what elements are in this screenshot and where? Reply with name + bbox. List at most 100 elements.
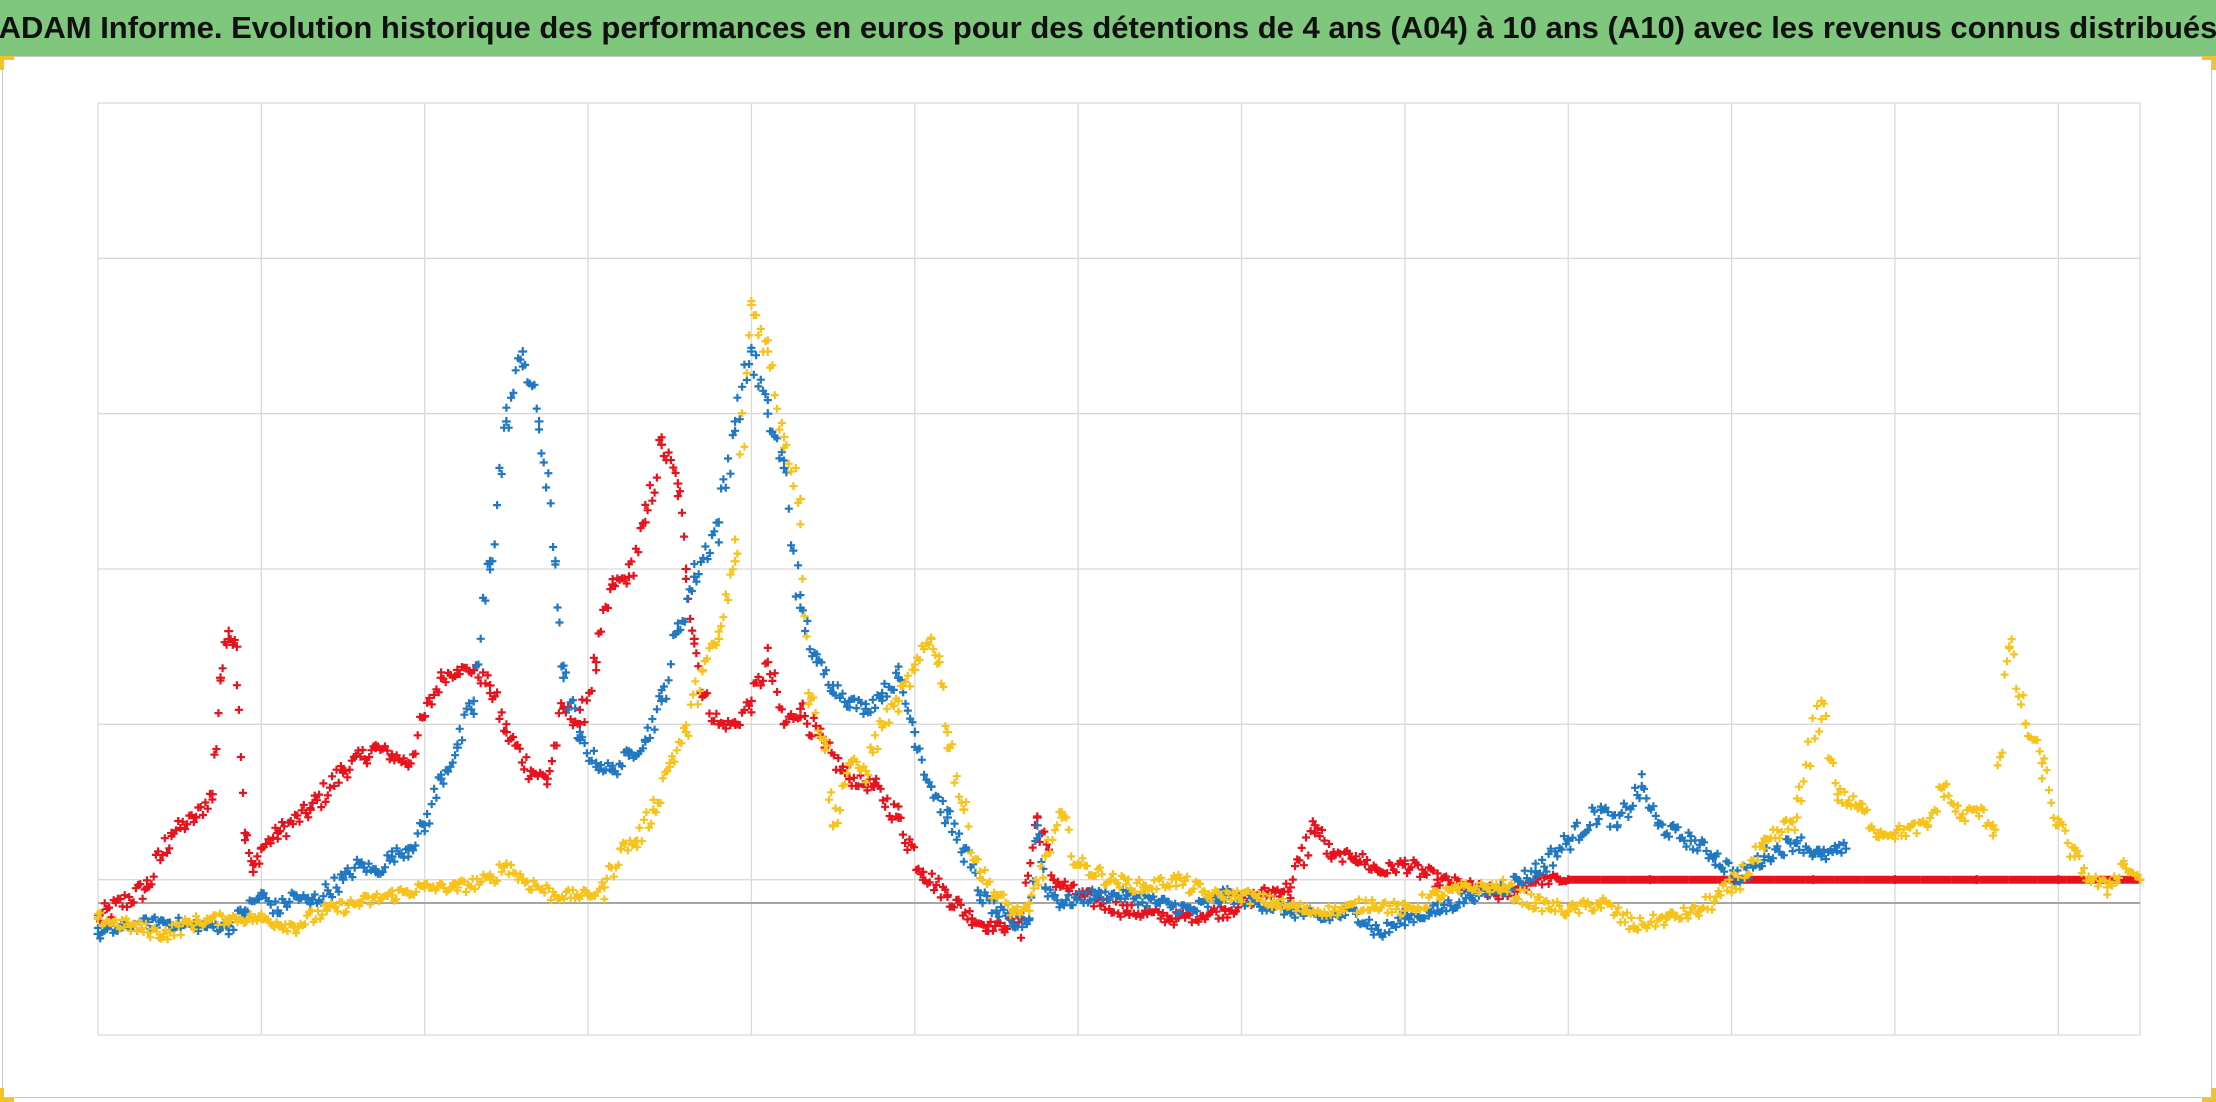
data-point: [1923, 820, 1933, 830]
data-point: [2037, 758, 2047, 768]
data-point: [1759, 851, 1769, 861]
data-point: [983, 921, 993, 931]
data-point: [1531, 898, 1541, 908]
data-point: [877, 719, 887, 729]
data-point: [387, 851, 397, 861]
data-point: [1988, 820, 1998, 830]
data-point: [1237, 890, 1247, 900]
data-point: [640, 517, 650, 527]
data-point: [207, 789, 217, 799]
data-point: [1792, 836, 1802, 846]
data-point: [828, 820, 838, 830]
data-point: [289, 890, 299, 900]
data-point: [93, 914, 103, 923]
data-point: [608, 766, 618, 776]
data-point: [1400, 859, 1410, 869]
data-point: [910, 727, 920, 737]
data-point: [542, 774, 552, 784]
data-point: [893, 696, 903, 706]
data-point: [869, 781, 879, 791]
data-point: [387, 890, 397, 900]
data-point: [861, 766, 871, 776]
data-point: [1759, 844, 1769, 854]
data-point: [1563, 875, 1573, 885]
data-point: [591, 657, 601, 667]
data-point: [1841, 844, 1851, 854]
data-point: [2053, 820, 2063, 830]
data-point: [991, 890, 1001, 900]
series-0: [93, 433, 2145, 942]
data-point: [436, 673, 446, 683]
data-point: [681, 564, 691, 574]
data-point: [191, 917, 201, 927]
data-point: [575, 719, 585, 729]
series-1: [93, 343, 1851, 943]
data-point: [1400, 914, 1410, 923]
data-point: [2086, 875, 2096, 885]
data-marks: [93, 297, 2145, 944]
data-point: [256, 844, 266, 854]
data-point: [624, 750, 634, 760]
data-point: [436, 774, 446, 784]
data-point: [1188, 906, 1198, 916]
data-point: [942, 813, 952, 823]
data-point: [926, 781, 936, 791]
series-2: [93, 297, 2145, 944]
data-point: [804, 688, 814, 698]
data-point: [942, 727, 952, 737]
data-point: [2070, 851, 2080, 861]
data-point: [1433, 906, 1443, 916]
data-point: [1596, 898, 1606, 908]
frame-corner-top-right: [2202, 56, 2216, 70]
data-point: [1612, 820, 1622, 830]
data-point: [673, 479, 683, 489]
data-point: [1171, 875, 1181, 885]
data-point: [1890, 875, 1900, 885]
data-point: [1326, 851, 1336, 861]
data-point: [967, 914, 977, 923]
data-point: [1073, 859, 1083, 869]
data-point: [624, 572, 634, 582]
data-point: [420, 882, 430, 892]
data-point: [599, 882, 609, 892]
chart-title: ADAM Informe. Evolution historique des p…: [0, 0, 2216, 56]
data-point: [763, 657, 773, 667]
frame-corner-top-left: [0, 56, 14, 70]
data-point: [1653, 820, 1663, 830]
data-point: [93, 929, 103, 939]
data-point: [812, 657, 822, 667]
data-point: [1375, 929, 1385, 939]
data-point: [469, 696, 479, 706]
data-point: [795, 704, 805, 714]
data-point: [1008, 921, 1018, 931]
data-point: [1857, 805, 1867, 815]
data-point: [452, 665, 462, 675]
data-point: [1433, 890, 1443, 900]
data-point: [1024, 906, 1034, 916]
data-point: [1057, 898, 1067, 908]
data-point: [1972, 805, 1982, 815]
data-point: [322, 906, 332, 916]
data-point: [1465, 890, 1475, 900]
data-point: [828, 681, 838, 690]
data-point: [452, 882, 462, 892]
data-point: [1645, 875, 1655, 885]
data-point: [730, 416, 740, 426]
data-point: [746, 300, 756, 310]
data-point: [1024, 914, 1034, 923]
data-point: [861, 704, 871, 714]
data-point: [689, 634, 699, 644]
data-point: [126, 921, 136, 931]
data-point: [1694, 906, 1704, 916]
data-point: [1939, 781, 1949, 791]
data-point: [550, 890, 560, 900]
data-point: [1498, 882, 1508, 892]
data-point: [526, 766, 536, 776]
data-point: [975, 867, 985, 877]
chart-frame: [2, 56, 2212, 1098]
data-point: [1335, 906, 1345, 916]
data-point: [632, 836, 642, 846]
data-point: [1727, 882, 1737, 892]
data-point: [1563, 836, 1573, 846]
data-point: [1465, 882, 1475, 892]
